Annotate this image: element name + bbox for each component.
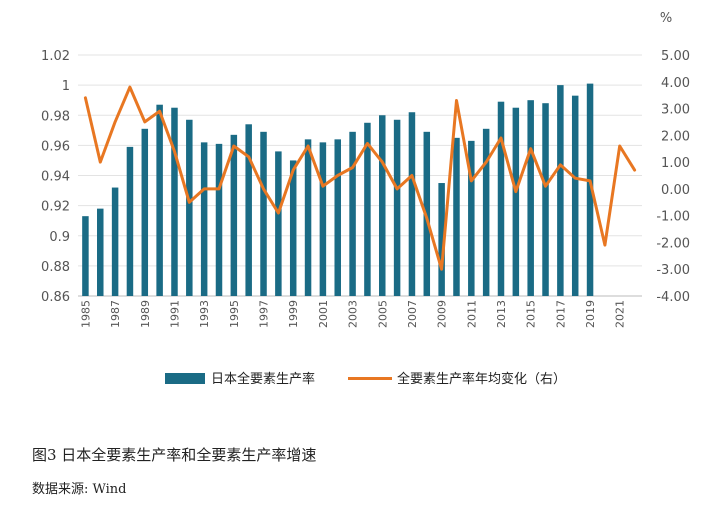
bar-2012 <box>482 128 490 296</box>
x-tick-label: 1997 <box>258 300 271 328</box>
bar-2007 <box>408 112 416 296</box>
x-tick-label: 2015 <box>525 300 538 328</box>
x-tick-label: 2011 <box>465 300 478 328</box>
bar-1996 <box>245 124 252 296</box>
left-axis-tick-label: 0.94 <box>41 170 70 185</box>
bar-2006 <box>393 119 401 296</box>
legend: 日本全要素生产率 全要素生产率年均变化（右） <box>165 371 566 387</box>
bar-2015 <box>527 100 534 296</box>
x-tick-label: 2001 <box>317 300 330 328</box>
bar-2013 <box>497 101 505 296</box>
bar-1986 <box>97 208 104 296</box>
right-axis-tick-label: 1.00 <box>661 156 690 171</box>
x-tick-label: 1995 <box>228 300 241 328</box>
right-axis-tick-label: 0.00 <box>661 183 690 198</box>
right-axis-tick-label: 3.00 <box>661 103 690 118</box>
bar-2018 <box>571 95 579 296</box>
x-tick-label: 1987 <box>109 300 122 328</box>
right-axis-tick-label: 2.00 <box>661 129 690 144</box>
left-axis-tick-label: 0.9 <box>49 230 70 245</box>
bar-2014 <box>512 107 520 296</box>
bar-2010 <box>453 137 460 296</box>
chart: 0.86 0.88 0.9 0.92 0.94 0.96 0.98 1 1.02 5.00 4.0… <box>41 11 690 387</box>
right-axis-tick-label: 4.00 <box>661 76 690 91</box>
left-axis-tick-label: 0.92 <box>41 200 70 215</box>
x-tick-label: 2007 <box>406 300 419 328</box>
right-axis-unit: % <box>660 11 672 26</box>
right-axis-tick-label: 5.00 <box>661 49 690 64</box>
x-tick-label: 2013 <box>495 300 508 328</box>
bar-1989 <box>141 128 149 296</box>
x-tick-label: 1991 <box>168 300 181 328</box>
bar-2005 <box>379 115 386 296</box>
left-axis-tick-label: 0.86 <box>41 290 70 305</box>
bar-1998 <box>275 151 282 296</box>
bar-2009 <box>438 183 445 296</box>
left-axis-tick-label: 0.96 <box>41 139 70 154</box>
bar-1988 <box>126 146 134 296</box>
line-series <box>83 85 637 271</box>
bar-2017 <box>557 85 564 296</box>
x-tick-label: 1993 <box>198 300 211 328</box>
x-tick-label: 2019 <box>584 300 597 328</box>
line-path <box>83 85 637 271</box>
x-tick-label: 1999 <box>287 300 300 328</box>
bar-1994 <box>215 143 223 296</box>
bar-1995 <box>230 134 238 296</box>
right-axis-tick-label: -2.00 <box>656 236 690 251</box>
x-tick-label: 2017 <box>554 300 567 328</box>
legend-swatch-bar <box>165 373 205 384</box>
bar-2019 <box>586 83 594 297</box>
figure-caption: 图3 日本全要素生产率和全要素生产率增速 <box>32 446 317 464</box>
bar-2016 <box>542 103 549 296</box>
x-tick-label: 2021 <box>614 300 627 328</box>
bar-1999 <box>289 160 297 296</box>
bar-2011 <box>468 140 475 296</box>
bar-2003 <box>349 131 356 296</box>
legend-label-line: 全要素生产率年均变化（右） <box>397 371 566 387</box>
bar-1992 <box>186 119 193 296</box>
x-axis: 1985 1987 1989 1991 1993 1995 1997 1999 2001 2003… <box>79 300 626 328</box>
legend-label-bar: 日本全要素生产率 <box>211 371 315 387</box>
bar-series <box>82 83 594 297</box>
x-tick-label: 2009 <box>436 300 449 328</box>
bar-2000 <box>304 139 312 296</box>
x-tick-label: 2005 <box>376 300 389 328</box>
data-source: 数据来源: Wind <box>32 482 127 497</box>
bar-1991 <box>171 107 178 296</box>
x-tick-label: 1985 <box>79 300 92 328</box>
left-axis: 0.86 0.88 0.9 0.92 0.94 0.96 0.98 1 1.02 <box>41 49 70 305</box>
bar-1987 <box>111 187 119 296</box>
bar-1997 <box>260 131 267 296</box>
left-axis-tick-label: 0.98 <box>41 109 70 124</box>
right-axis-tick-label: -1.00 <box>656 210 690 225</box>
right-axis: 5.00 4.00 3.00 2.00 1.00 0.00 -1.00 -2.00 -3.00 -… <box>656 49 690 305</box>
bar-2002 <box>334 139 341 296</box>
bar-1985 <box>82 216 89 296</box>
bar-1990 <box>156 104 163 296</box>
right-axis-tick-label: -4.00 <box>656 290 690 305</box>
left-axis-tick-label: 0.88 <box>41 260 70 275</box>
bar-2001 <box>319 142 327 296</box>
x-tick-label: 2003 <box>347 300 360 328</box>
x-tick-label: 1989 <box>139 300 152 328</box>
right-axis-tick-label: -3.00 <box>656 263 690 278</box>
bar-2004 <box>364 122 371 296</box>
left-axis-tick-label: 1 <box>62 79 70 94</box>
left-axis-tick-label: 1.02 <box>41 49 70 64</box>
bar-1993 <box>200 142 208 296</box>
